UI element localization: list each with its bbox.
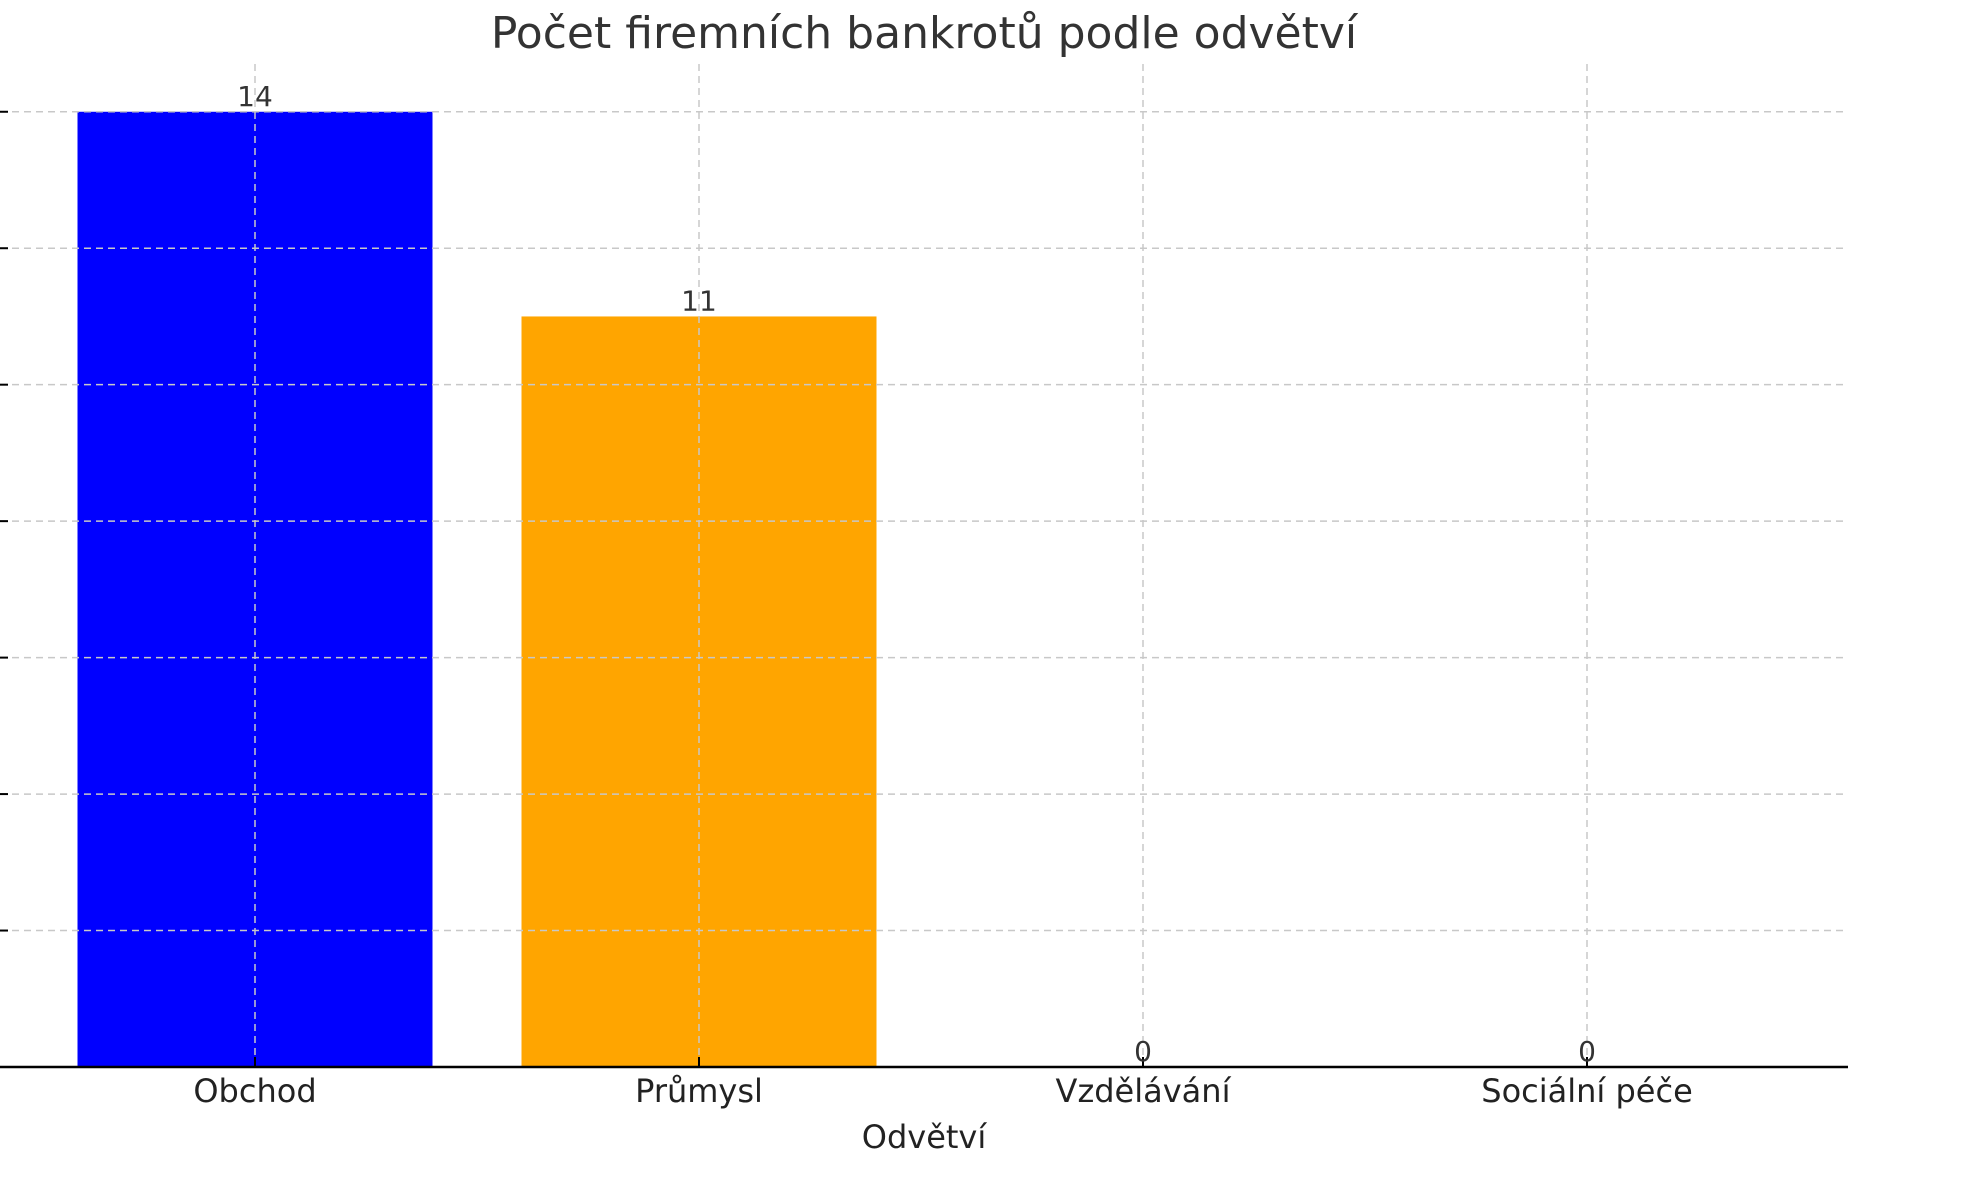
x-tick-label-3: Sociální péče [1481,1072,1693,1110]
data-label-2: 0 [1134,1035,1152,1068]
axes [0,110,1848,1069]
x-tick-label-1: Průmysl [635,1072,763,1110]
bars [77,111,877,1067]
labels: Obchod 14 Průmysl 11 Vzdělávání 0 Sociální péč… [193,80,1692,1110]
x-axis-label: Odvětví [862,1118,988,1156]
x-tick-label-2: Vzdělávání [1056,1072,1232,1110]
chart-title: Počet firemních bankrotů podle odvětví [491,8,1359,59]
grid-lines [0,64,1848,1067]
data-label-1: 11 [681,284,717,317]
x-tick-label-0: Obchod [193,1072,316,1110]
bar-0 [77,111,433,1067]
data-label-3: 0 [1578,1035,1596,1068]
data-label-0: 14 [237,80,273,113]
